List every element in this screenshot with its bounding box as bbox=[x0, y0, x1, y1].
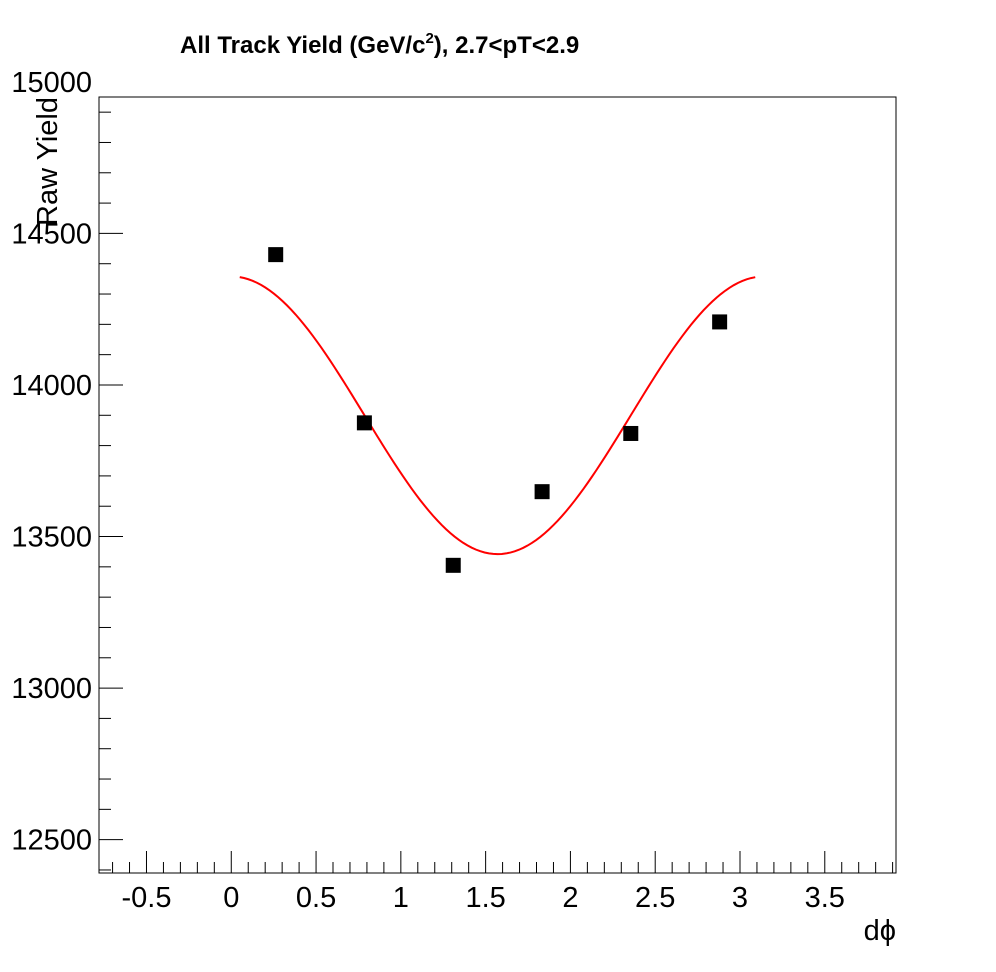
x-tick-label: 3.5 bbox=[805, 882, 845, 914]
y-axis-ticks bbox=[99, 111, 123, 871]
fit-curve bbox=[239, 276, 756, 556]
chart-title: All Track Yield (GeV/c2), 2.7<pT<2.9 bbox=[180, 30, 579, 59]
chart-title-main: All Track Yield (GeV/c bbox=[180, 32, 425, 59]
x-axis-title: dϕ bbox=[864, 915, 896, 947]
y-tick-label: 14000 bbox=[11, 370, 92, 402]
data-point bbox=[534, 484, 550, 500]
x-axis-tick-labels: -0.5 0 0.5 1 1.5 2 2.5 3 3.5 bbox=[121, 882, 844, 914]
x-tick-label: 0.5 bbox=[296, 882, 336, 914]
data-point bbox=[445, 557, 461, 573]
y-axis-title: Raw Yield bbox=[32, 97, 64, 226]
x-tick-label: 2.5 bbox=[635, 882, 675, 914]
data-points bbox=[268, 247, 728, 573]
y-tick-label: 15000 bbox=[11, 67, 92, 99]
x-tick-label: -0.5 bbox=[121, 882, 171, 914]
data-point bbox=[712, 314, 728, 330]
plot-frame bbox=[98, 96, 897, 874]
x-tick-label: 1 bbox=[393, 882, 409, 914]
x-tick-label: 1.5 bbox=[465, 882, 505, 914]
x-tick-label: 0 bbox=[223, 882, 239, 914]
y-tick-label: 12500 bbox=[11, 825, 92, 857]
data-point bbox=[623, 425, 639, 441]
y-axis-tick-labels: 12500 13000 13500 14000 14500 15000 bbox=[11, 67, 92, 857]
x-axis-ticks bbox=[112, 851, 894, 873]
data-point bbox=[356, 415, 372, 431]
x-tick-label: 2 bbox=[562, 882, 578, 914]
y-tick-label: 13000 bbox=[11, 673, 92, 705]
chart-title-rest: ), 2.7<pT<2.9 bbox=[434, 32, 579, 59]
chart-title-superscript: 2 bbox=[425, 30, 433, 47]
data-point bbox=[268, 247, 284, 263]
y-tick-label: 14500 bbox=[11, 218, 92, 250]
x-tick-label: 3 bbox=[732, 882, 748, 914]
y-tick-label: 13500 bbox=[11, 522, 92, 554]
